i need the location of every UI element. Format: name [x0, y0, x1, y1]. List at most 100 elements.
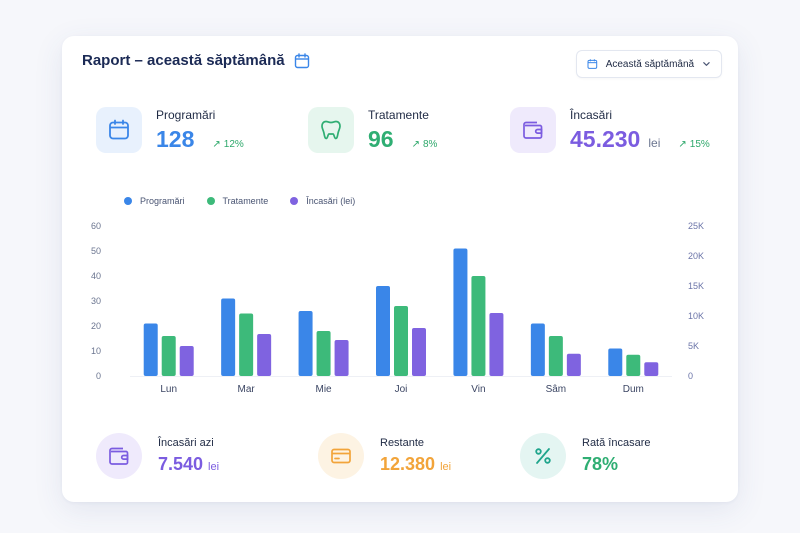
stat-value: 45.230 [570, 125, 641, 152]
tooth-icon [321, 120, 341, 140]
trend-badge: ↗ 15% [678, 139, 709, 150]
chevron-down-icon [703, 62, 710, 66]
report-header: Raport – această săptămână [82, 52, 310, 69]
legend-dot [290, 197, 299, 205]
bottom-stat-value: 12.380 [380, 454, 436, 474]
stat-icon-box [308, 107, 354, 153]
legend-label: Tratamente [222, 196, 269, 206]
page-title: Raport – această săptămână [82, 52, 285, 69]
stat-label: Încasări [570, 107, 613, 122]
bottom-stat-unit: lei [208, 461, 220, 473]
y-tick-label: 20 [91, 321, 101, 331]
trend-value: 15% [689, 138, 710, 150]
period-select[interactable]: Această săptămână [576, 50, 722, 78]
x-tick-label: Joi [395, 384, 408, 395]
stat-icon-box [318, 433, 364, 479]
legend-label: Încasări (lei) [306, 196, 356, 206]
bar--ncas-ri-lei- [257, 334, 272, 376]
bar-tratamente [316, 331, 331, 376]
bar--ncas-ri-lei- [566, 353, 581, 376]
y-tick-label: 30 [91, 296, 101, 306]
trend-badge: ↗ 8% [412, 139, 438, 150]
bottom-stat-restante: Restante 12.380 lei [318, 428, 451, 484]
arrow-up-right-icon: ↗ [411, 138, 420, 150]
calendar-icon [587, 59, 598, 69]
legend-label: Programări [140, 196, 185, 206]
bar-program-ri [530, 323, 545, 376]
stat-tratamente: Tratamente 96 ↗ 8% [308, 96, 437, 164]
bar-tratamente [161, 336, 176, 376]
bar-program-ri [608, 348, 623, 376]
stat-icon-box [510, 107, 556, 153]
bar-program-ri [453, 248, 468, 376]
stat-unit: lei [648, 135, 661, 150]
stat-icon-box [96, 107, 142, 153]
bar-program-ri [221, 298, 236, 376]
bar-tratamente [548, 336, 563, 376]
trend-value: 8% [422, 138, 438, 150]
y2-tick-label: 5K [688, 341, 699, 351]
stat-label: Tratamente [368, 107, 429, 122]
trend-badge: ↗ 12% [212, 139, 243, 150]
bar-tratamente [394, 306, 408, 376]
chart-legend: Programări Tratamente Încasări (lei) [124, 196, 355, 206]
bar-tratamente [239, 313, 254, 376]
period-select-label: Această săptămână [605, 58, 695, 70]
report-card: Raport – această săptămână Această săptă… [62, 36, 738, 502]
bar--ncas-ri-lei- [179, 346, 194, 376]
legend-item[interactable]: Programări [124, 196, 185, 206]
arrow-up-right-icon: ↗ [212, 138, 221, 150]
y2-tick-label: 25K [688, 221, 704, 231]
bar-tratamente [471, 276, 486, 376]
y-tick-label: 40 [91, 271, 101, 281]
y2-tick-label: 15K [688, 281, 704, 291]
bar-program-ri [298, 311, 313, 376]
legend-dot [206, 197, 215, 205]
bar-tratamente [626, 354, 641, 376]
bottom-stat-label: Rată încasare [582, 437, 651, 449]
stat-icon-box [96, 433, 142, 479]
x-tick-label: Sâm [546, 384, 567, 395]
credit-card-icon [331, 448, 351, 464]
wallet-icon [109, 447, 129, 465]
weekly-chart: Programări Tratamente Încasări (lei) 0 10… [82, 186, 718, 406]
y2-tick-label: 20K [688, 251, 704, 261]
stat-programari: Programări 128 ↗ 12% [96, 96, 244, 164]
x-tick-label: Mie [316, 384, 333, 395]
y2-tick-label: 0 [688, 371, 693, 381]
bar--ncas-ri-lei- [644, 362, 659, 376]
bar--ncas-ri-lei- [489, 313, 504, 376]
bar--ncas-ri-lei- [334, 340, 349, 376]
calendar-icon[interactable] [294, 52, 310, 69]
legend-dot [124, 197, 132, 205]
bottom-stat-unit: lei [440, 461, 452, 473]
y-tick-label: 10 [91, 346, 101, 356]
x-tick-label: Mar [238, 384, 256, 395]
stat-icon-box [520, 433, 566, 479]
y-tick-label: 60 [91, 221, 101, 231]
arrow-up-right-icon: ↗ [678, 138, 687, 150]
stat-value: 96 [368, 125, 394, 152]
stat-incasari: Încasări 45.230 lei ↗ 15% [510, 96, 710, 164]
percent-icon [535, 448, 551, 464]
bottom-stat-incasari-azi: Încasări azi 7.540 lei [96, 428, 219, 484]
y-tick-label: 0 [96, 371, 101, 381]
stat-value: 128 [156, 125, 195, 152]
bar--ncas-ri-lei- [412, 328, 426, 376]
bottom-stat-value: 78% [582, 454, 619, 474]
wallet-icon [523, 121, 543, 139]
bottom-stat-label: Restante [380, 437, 425, 449]
x-tick-label: Dum [623, 384, 644, 395]
bottom-stat-label: Încasări azi [158, 437, 214, 449]
legend-item[interactable]: Tratamente [206, 196, 269, 206]
legend-item[interactable]: Încasări (lei) [290, 196, 355, 206]
y-tick-label: 50 [91, 246, 101, 256]
calendar-icon [109, 119, 129, 140]
trend-value: 12% [223, 138, 244, 150]
stat-label: Programări [156, 107, 216, 122]
chart-plot: 0 10 20 30 40 50 60 0 5K 10K 15K 20K 25K Lun Mar Mie Joi… [91, 221, 704, 395]
bar-program-ri [143, 323, 158, 376]
y2-tick-label: 10K [688, 311, 704, 321]
bottom-stat-rata-incasare: Rată încasare 78% [520, 428, 650, 484]
bottom-stat-value: 7.540 [158, 454, 204, 474]
